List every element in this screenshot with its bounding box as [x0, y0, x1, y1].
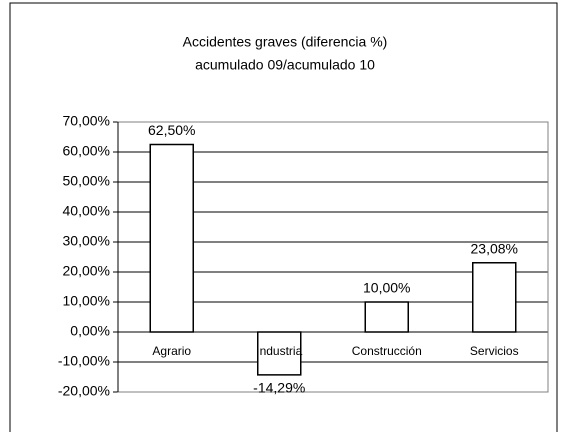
chart-title: acumulado 09/acumulado 10 — [195, 57, 375, 73]
data-label: 10,00% — [363, 280, 410, 296]
y-tick-label: 10,00% — [63, 293, 110, 309]
data-label: 23,08% — [471, 240, 518, 256]
bar — [149, 143, 194, 333]
y-tick-label: 40,00% — [63, 203, 110, 219]
bar — [472, 262, 517, 333]
bar — [257, 331, 302, 376]
x-tick-label: Industria — [256, 344, 302, 358]
x-tick-label: Agrario — [152, 344, 191, 358]
x-tick-label: Servicios — [470, 344, 519, 358]
y-tick-label: 0,00% — [70, 323, 110, 339]
chart-title: Accidentes graves (diferencia %) — [183, 34, 388, 50]
data-label: 62,50% — [148, 122, 195, 138]
data-label: -14,29% — [253, 380, 305, 396]
y-tick-label: -20,00% — [58, 383, 110, 399]
x-tick-label: Construcción — [352, 344, 422, 358]
y-tick-label: 70,00% — [63, 113, 110, 129]
y-tick-label: 20,00% — [63, 263, 110, 279]
y-tick-label: 30,00% — [63, 233, 110, 249]
y-tick-label: -10,00% — [58, 353, 110, 369]
y-tick-label: 60,00% — [63, 143, 110, 159]
bar — [364, 301, 409, 333]
y-tick-label: 50,00% — [63, 173, 110, 189]
